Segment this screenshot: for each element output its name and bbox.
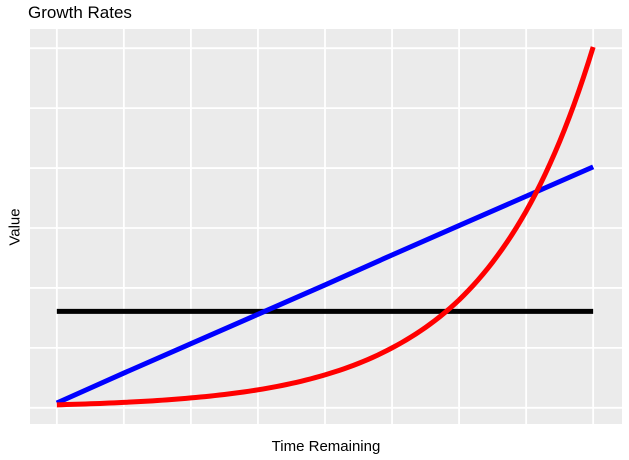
series-line-exponential — [56, 46, 596, 408]
y-axis-label: Value — [6, 208, 24, 246]
plot-svg — [30, 29, 622, 424]
plot-panel — [30, 29, 622, 424]
series-line-linear — [55, 164, 595, 406]
chart-title: Growth Rates — [28, 3, 132, 22]
x-axis-label: Time Remaining — [271, 438, 381, 455]
